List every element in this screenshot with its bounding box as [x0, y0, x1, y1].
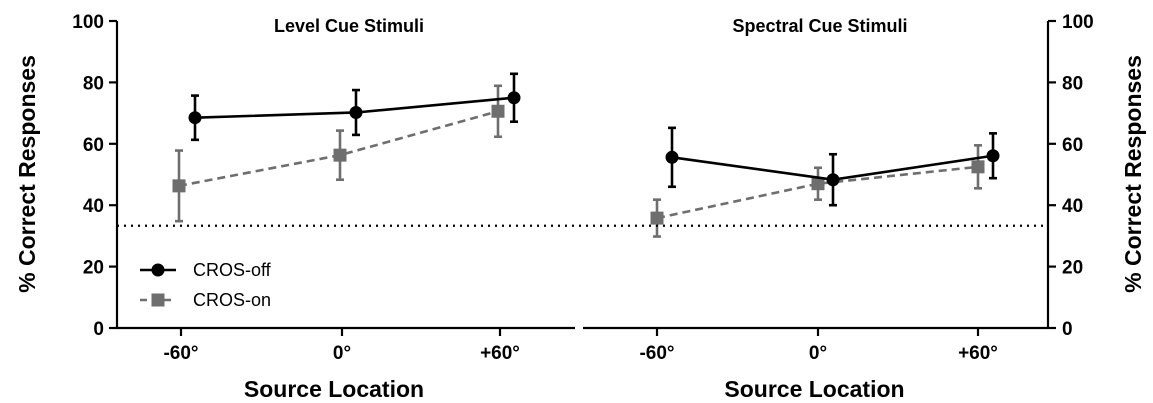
y-tick-label: 20 — [83, 258, 104, 279]
y-tick-label: 60 — [1062, 135, 1083, 156]
x-tick-label: +60° — [958, 343, 998, 364]
panel-title: Spectral Cue Stimuli — [732, 16, 907, 36]
data-point — [333, 148, 347, 162]
series-cros-off — [665, 126, 1000, 207]
x-axis-title: Source Location — [724, 376, 904, 402]
x-tick-label: 0° — [809, 343, 827, 364]
y-axis-title: % Correct Responses — [14, 55, 40, 293]
y-axis-title: % Correct Responses — [1120, 55, 1146, 293]
x-tick-label: +60° — [480, 343, 520, 364]
y-tick-label: 40 — [83, 196, 104, 217]
y-tick-label: 80 — [83, 73, 104, 94]
data-point — [650, 211, 664, 225]
data-point — [349, 105, 363, 119]
panel-level-cue: 0 20 40 60 80 100 -60° 0° +60° Source Location % C… — [14, 12, 575, 402]
y-tick-label: 20 — [1062, 258, 1083, 279]
y-tick-label: 60 — [83, 135, 104, 156]
series-line — [178, 110, 499, 188]
series-cros-off — [188, 72, 521, 142]
series-cros-on — [172, 84, 505, 223]
data-point — [971, 160, 985, 174]
y-tick-label: 0 — [93, 319, 104, 340]
data-point — [507, 91, 521, 105]
legend-label: CROS-on — [193, 290, 271, 310]
data-point — [665, 150, 679, 164]
panel-spectral-cue: 0 20 40 60 80 100 -60° 0° +60° Source Location % C… — [583, 12, 1146, 402]
series-line — [656, 165, 979, 220]
legend-label: CROS-off — [193, 260, 272, 280]
data-point — [826, 173, 840, 187]
panel-title: Level Cue Stimuli — [274, 16, 424, 36]
data-point — [986, 149, 1000, 163]
x-tick-label: -60° — [639, 343, 674, 364]
legend-marker — [151, 293, 165, 307]
x-axis-title: Source Location — [244, 376, 424, 402]
x-tick-label: -60° — [163, 343, 198, 364]
legend: CROS-off CROS-on — [140, 260, 272, 310]
data-point — [811, 177, 825, 191]
data-point — [172, 179, 186, 193]
y-tick-label: 100 — [72, 12, 104, 33]
y-tick-label: 80 — [1062, 73, 1083, 94]
data-point — [188, 111, 202, 125]
legend-marker — [151, 263, 165, 277]
y-tick-label: 100 — [1062, 12, 1094, 33]
data-point — [491, 104, 505, 118]
y-tick-label: 0 — [1062, 319, 1073, 340]
x-tick-label: 0° — [333, 343, 351, 364]
series-cros-on — [650, 144, 985, 238]
y-tick-label: 40 — [1062, 196, 1083, 217]
